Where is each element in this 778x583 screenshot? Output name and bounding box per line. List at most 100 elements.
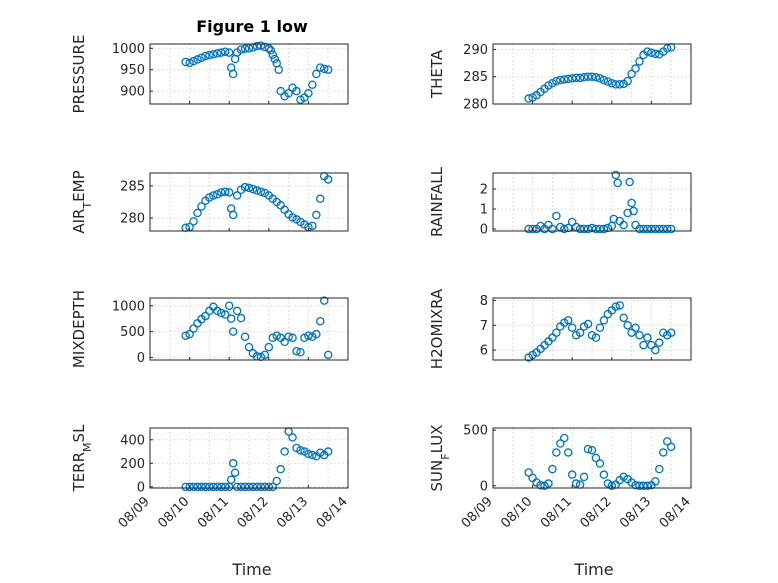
- data-point: [662, 437, 672, 446]
- data-point: [224, 188, 234, 197]
- data-point: [220, 47, 230, 56]
- y-tick-label: 500: [120, 325, 145, 340]
- data-point: [599, 75, 609, 85]
- data-point: [266, 46, 276, 55]
- data-point: [655, 464, 664, 474]
- data-point: [256, 41, 266, 50]
- data-point: [232, 482, 242, 492]
- data-point: [323, 350, 333, 360]
- data-point: [651, 345, 660, 355]
- data-point: [323, 65, 333, 74]
- y-tick-label: 500: [463, 424, 488, 439]
- data-point: [548, 224, 557, 234]
- x-tick-label: 08/09: [116, 494, 153, 531]
- data-point: [659, 224, 668, 234]
- data-point: [651, 49, 660, 59]
- x-tick-label: 08/14: [314, 494, 351, 531]
- subplot-8: 0 500 08/09 08/10 08/11 08/12 08/13 08/14 SUNFLU…: [428, 424, 694, 532]
- x-tick-label: 08/12: [235, 494, 272, 531]
- data-point: [563, 316, 573, 325]
- axes-frame: [492, 172, 692, 232]
- data-point: [280, 337, 289, 347]
- subplot-4: 0 1 2 RAINFALL: [428, 166, 692, 238]
- x-tick-label: 08/13: [274, 494, 311, 531]
- data-point: [647, 48, 656, 57]
- data-point: [560, 75, 569, 84]
- y-axis-label: H2OMIXRA: [428, 288, 446, 369]
- y-tick-label: 285: [120, 179, 145, 194]
- data-point: [224, 301, 234, 310]
- data-point: [643, 333, 652, 342]
- data-point: [226, 475, 236, 485]
- data-point: [524, 468, 533, 477]
- data-point: [274, 65, 283, 74]
- data-point: [623, 321, 632, 330]
- data-point: [205, 193, 214, 202]
- data-point: [571, 73, 581, 83]
- data-point: [631, 323, 640, 333]
- data-point: [623, 208, 632, 218]
- data-point: [270, 54, 279, 64]
- data-point: [631, 64, 640, 73]
- y-axis-label: THETA: [428, 49, 446, 99]
- data-point: [615, 301, 624, 310]
- data-point: [312, 69, 321, 79]
- data-point: [316, 63, 325, 72]
- data-point: [181, 57, 190, 67]
- y-tick-label: 6: [480, 344, 488, 359]
- y-tick-label: 8: [480, 294, 488, 309]
- data-point: [308, 80, 317, 89]
- data-point: [264, 44, 274, 53]
- data-point: [240, 482, 250, 492]
- data-point: [595, 323, 605, 333]
- data-point: [252, 186, 262, 195]
- data-point: [220, 187, 230, 196]
- axes-frame: [149, 297, 349, 361]
- data-point: [323, 175, 333, 184]
- data-point: [252, 41, 262, 51]
- data-point: [647, 224, 656, 234]
- data-point: [639, 224, 648, 234]
- data-point: [591, 73, 601, 82]
- data-point: [220, 310, 230, 319]
- data-point: [228, 210, 238, 220]
- data-point: [209, 50, 218, 59]
- data-point: [666, 224, 676, 234]
- data-point: [619, 220, 628, 230]
- data-point: [599, 470, 609, 479]
- data-point: [627, 198, 636, 208]
- data-point: [276, 464, 285, 474]
- y-axis-label: AIRTEMP: [70, 170, 94, 233]
- data-point: [240, 332, 250, 341]
- data-point: [292, 86, 301, 96]
- data-point: [316, 316, 325, 326]
- data-point: [304, 89, 313, 98]
- data-point: [226, 314, 236, 323]
- axes-frame: [492, 297, 692, 361]
- data-point: [563, 74, 573, 84]
- data-point: [296, 446, 305, 455]
- data-point: [587, 72, 597, 81]
- y-tick-label: 400: [120, 433, 145, 448]
- y-tick-label: 280: [463, 98, 488, 113]
- x-tick-label: 08/13: [617, 494, 654, 531]
- data-point: [609, 214, 619, 224]
- subplot-6: 6 7 8 H2OMIXRA: [428, 288, 692, 369]
- data-point: [591, 224, 601, 234]
- data-point: [228, 69, 238, 79]
- x-tick-label: 08/11: [195, 494, 232, 531]
- subplot-3: 280 285 AIRTEMP: [70, 170, 349, 234]
- data-point: [205, 50, 214, 60]
- data-point: [209, 302, 218, 312]
- data-point: [244, 342, 254, 352]
- data-point: [228, 327, 238, 336]
- data-point: [563, 448, 573, 457]
- data-point: [567, 470, 577, 479]
- x-axis-label-left: Time: [231, 560, 271, 579]
- axes-frame: [149, 43, 349, 105]
- data-point: [197, 482, 206, 492]
- data-point: [312, 329, 321, 339]
- x-tick-label: 08/14: [657, 494, 694, 531]
- x-tick-label: 08/10: [155, 494, 192, 531]
